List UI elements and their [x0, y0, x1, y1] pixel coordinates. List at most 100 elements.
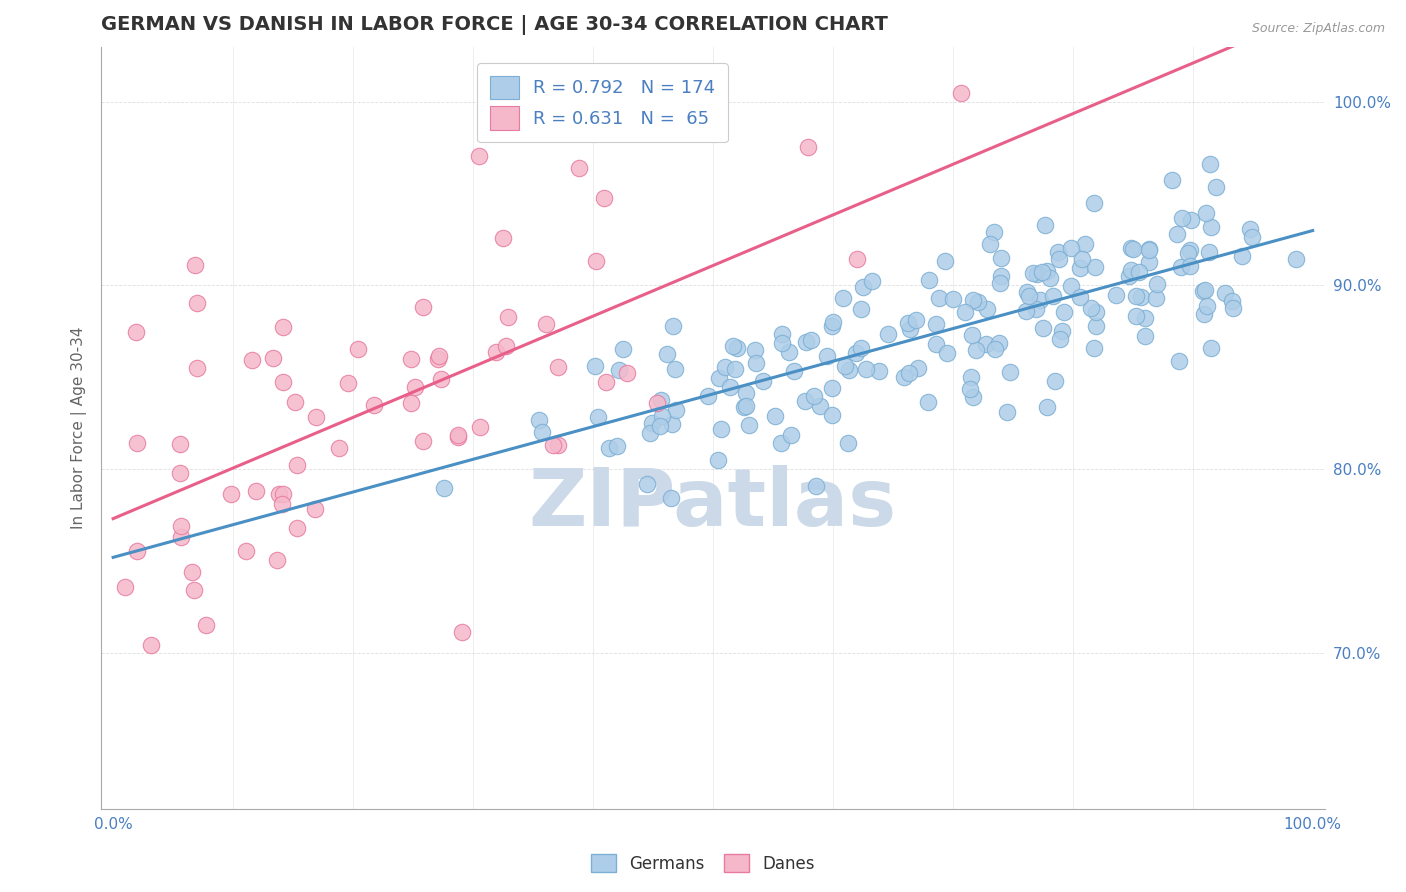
Point	[995, 405, 1018, 419]
Point	[595, 376, 617, 390]
Point	[1133, 310, 1156, 325]
Point	[1074, 237, 1097, 252]
Legend: R = 0.792   N = 174, R = 0.631   N =  65: R = 0.792 N = 174, R = 0.631 N = 65	[477, 63, 728, 142]
Point	[271, 487, 294, 501]
Point	[990, 251, 1012, 265]
Point	[907, 360, 929, 375]
Point	[641, 416, 664, 430]
Point	[979, 237, 1001, 252]
Point	[960, 328, 983, 343]
Point	[661, 417, 683, 431]
Point	[1130, 290, 1153, 304]
Point	[793, 393, 815, 408]
Point	[832, 291, 855, 305]
Point	[1069, 290, 1091, 304]
Point	[803, 389, 825, 403]
Point	[707, 452, 730, 467]
Point	[942, 292, 965, 306]
Point	[447, 430, 470, 444]
Point	[186, 296, 208, 310]
Point	[547, 438, 569, 452]
Point	[1232, 249, 1254, 263]
Point	[925, 317, 948, 331]
Point	[770, 327, 793, 342]
Point	[1018, 289, 1040, 303]
Point	[245, 484, 267, 499]
Point	[470, 420, 492, 434]
Point	[495, 338, 517, 352]
Text: Source: ZipAtlas.com: Source: ZipAtlas.com	[1251, 22, 1385, 36]
Point	[1033, 218, 1056, 232]
Point	[169, 437, 191, 451]
Point	[287, 458, 309, 472]
Point	[337, 376, 360, 391]
Point	[186, 361, 208, 376]
Point	[541, 438, 564, 452]
Point	[1137, 255, 1160, 269]
Point	[855, 362, 877, 376]
Point	[965, 343, 987, 357]
Point	[769, 435, 792, 450]
Point	[412, 301, 434, 315]
Point	[446, 427, 468, 442]
Point	[1080, 301, 1102, 315]
Point	[606, 439, 628, 453]
Point	[404, 379, 426, 393]
Point	[714, 360, 737, 375]
Point	[432, 482, 454, 496]
Point	[808, 399, 831, 413]
Point	[266, 552, 288, 566]
Point	[845, 252, 868, 267]
Point	[183, 582, 205, 597]
Point	[1213, 285, 1236, 300]
Point	[1105, 287, 1128, 301]
Point	[1170, 260, 1192, 274]
Point	[928, 291, 950, 305]
Y-axis label: In Labor Force | Age 30-34: In Labor Force | Age 30-34	[72, 326, 87, 529]
Point	[1199, 341, 1222, 355]
Point	[485, 344, 508, 359]
Point	[1060, 279, 1083, 293]
Point	[170, 518, 193, 533]
Point	[598, 441, 620, 455]
Point	[735, 385, 758, 400]
Point	[346, 343, 368, 357]
Point	[962, 390, 984, 404]
Point	[1084, 305, 1107, 319]
Point	[1194, 283, 1216, 297]
Point	[1198, 157, 1220, 171]
Point	[897, 366, 920, 380]
Point	[984, 343, 1007, 357]
Point	[285, 521, 308, 535]
Point	[976, 302, 998, 317]
Point	[1122, 243, 1144, 257]
Point	[1239, 221, 1261, 235]
Point	[235, 543, 257, 558]
Point	[778, 345, 800, 359]
Point	[815, 349, 838, 363]
Point	[1171, 211, 1194, 226]
Point	[659, 491, 682, 505]
Point	[990, 268, 1012, 283]
Point	[936, 345, 959, 359]
Point	[877, 326, 900, 341]
Point	[664, 361, 686, 376]
Point	[696, 389, 718, 403]
Point	[363, 398, 385, 412]
Point	[897, 316, 920, 330]
Point	[1084, 319, 1107, 334]
Point	[1137, 242, 1160, 256]
Point	[974, 337, 997, 351]
Point	[733, 400, 755, 414]
Point	[845, 346, 868, 360]
Point	[797, 140, 820, 154]
Point	[1036, 400, 1059, 414]
Point	[583, 359, 606, 373]
Point	[1039, 270, 1062, 285]
Point	[862, 274, 884, 288]
Point	[738, 417, 761, 432]
Point	[1199, 220, 1222, 235]
Point	[650, 392, 672, 407]
Point	[1195, 299, 1218, 313]
Point	[718, 379, 741, 393]
